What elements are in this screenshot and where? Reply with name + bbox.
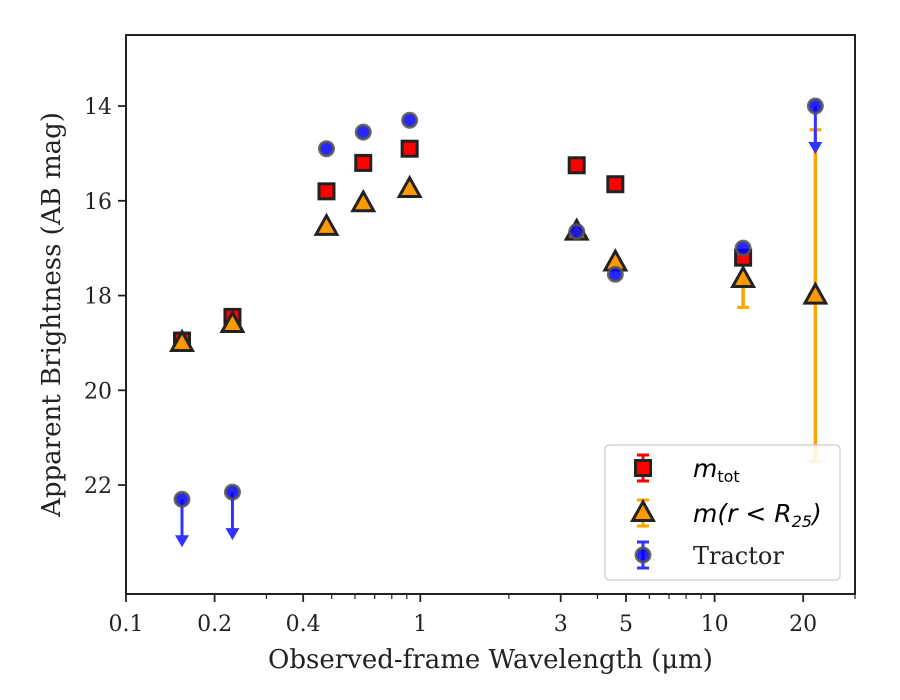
x-axis-label: Observed-frame Wavelength (μm): [268, 645, 713, 675]
x-tick-label: 5: [619, 612, 633, 637]
tractor-point: [173, 490, 191, 508]
y-tick-label: 14: [84, 95, 112, 120]
legend-box: [604, 444, 841, 581]
triangle-point: [396, 174, 423, 199]
y-tick-label: 20: [84, 379, 112, 404]
tractor-point: [606, 265, 624, 283]
legend-mtot-marker: [634, 459, 652, 477]
mtot-point: [606, 175, 625, 194]
x-tick-label: 0.2: [197, 612, 232, 637]
triangle-point: [802, 281, 829, 305]
x-tick-label: 0.1: [109, 612, 144, 637]
plot-frame: [125, 34, 856, 595]
triangle-point: [219, 309, 246, 334]
x-tick-label: 0.4: [286, 612, 321, 637]
x-tick-label: 20: [789, 612, 817, 637]
triangle-point: [169, 328, 196, 352]
y-tick-label: 18: [84, 285, 112, 310]
tractor-point: [401, 111, 419, 129]
tick-layer: 0.1 0.2 0.4 1 3 5 10 20 14 16 18 20 22: [84, 95, 856, 637]
tractor-point: [223, 483, 241, 501]
y-tick-label: 22: [84, 474, 112, 499]
x-tick-label: 10: [701, 612, 729, 637]
triangle-point: [313, 212, 340, 236]
x-tick-label: 3: [554, 612, 568, 637]
tractor-point: [734, 239, 752, 257]
legend-tractor-marker: [634, 546, 652, 564]
mtot-point: [317, 182, 336, 201]
legend-mtot-subscript: tot: [717, 467, 739, 486]
mtot-point: [354, 153, 373, 172]
tractor-point: [568, 223, 586, 241]
triangle-point: [350, 188, 377, 213]
legend-triangle-marker: [630, 498, 656, 523]
x-tick-label: 1: [413, 612, 427, 637]
triangle-point: [730, 264, 757, 289]
mtot-point: [400, 139, 419, 158]
mtot-point: [567, 156, 586, 175]
legend-triangle-label: m(r < R25): [693, 499, 822, 531]
y-axis-label: Apparent Brightness (AB mag): [37, 112, 67, 518]
tractor-point: [354, 123, 372, 141]
legend-tractor-label: Tractor: [693, 542, 784, 570]
y-tick-label: 16: [84, 190, 112, 215]
tractor-point: [317, 140, 335, 158]
marker-layer: [169, 97, 829, 508]
tractor-point: [806, 97, 824, 115]
